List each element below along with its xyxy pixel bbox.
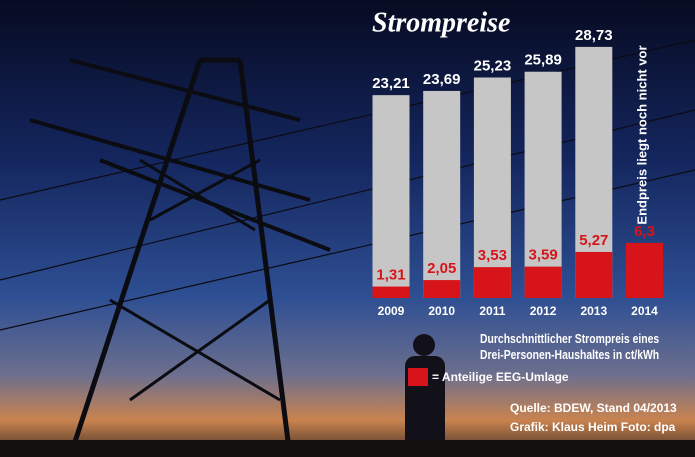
x-tick-label: 2012 xyxy=(530,304,557,318)
bar xyxy=(524,71,562,298)
credit: Grafik: Klaus Heim Foto: dpa xyxy=(510,420,676,434)
source: Quelle: BDEW, Stand 04/2013 xyxy=(510,401,677,415)
value-label: 6,3 xyxy=(634,223,655,240)
value-label: 5,27 xyxy=(579,232,608,249)
bar xyxy=(372,95,410,299)
bar xyxy=(423,280,461,298)
legend-swatch xyxy=(408,368,428,386)
pylon xyxy=(29,57,331,457)
bar xyxy=(575,251,613,298)
series-description: Durchschnittlicher Strompreis eines Drei… xyxy=(480,331,660,362)
value-label: 23,21 xyxy=(372,75,410,92)
x-tick-label: 2013 xyxy=(580,304,607,318)
value-label: 3,53 xyxy=(478,247,507,264)
value-label: 23,69 xyxy=(423,71,461,88)
ground xyxy=(0,440,695,457)
value-label: 25,23 xyxy=(474,57,512,74)
legend-label: = Anteilige EEG-Umlage xyxy=(432,370,569,384)
bar xyxy=(626,242,663,298)
bar xyxy=(473,77,511,298)
bar xyxy=(372,286,410,298)
x-tick-label: 2010 xyxy=(428,304,455,318)
bar xyxy=(524,266,562,298)
value-label: 3,59 xyxy=(528,247,557,264)
value-label: 28,73 xyxy=(575,27,613,44)
bar xyxy=(473,267,511,298)
x-tick-label: 2011 xyxy=(479,304,505,318)
x-tick-label: 2009 xyxy=(378,304,405,318)
value-label: 1,31 xyxy=(376,267,405,284)
value-label: 25,89 xyxy=(524,52,562,69)
chart-title: Strompreise xyxy=(372,7,510,38)
annotation: Endpreis liegt noch nicht vor xyxy=(634,45,649,224)
x-tick-label: 2014 xyxy=(631,304,658,318)
value-label: 2,05 xyxy=(427,260,456,277)
bar xyxy=(423,90,461,298)
